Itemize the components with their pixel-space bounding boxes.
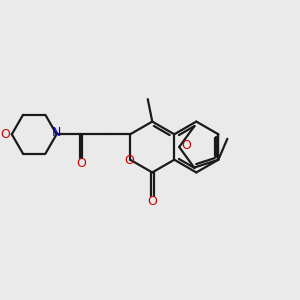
Text: O: O	[0, 128, 10, 141]
Text: O: O	[76, 157, 86, 169]
Text: O: O	[125, 154, 135, 167]
Text: O: O	[147, 195, 157, 208]
Text: O: O	[181, 139, 191, 152]
Text: N: N	[52, 126, 61, 139]
